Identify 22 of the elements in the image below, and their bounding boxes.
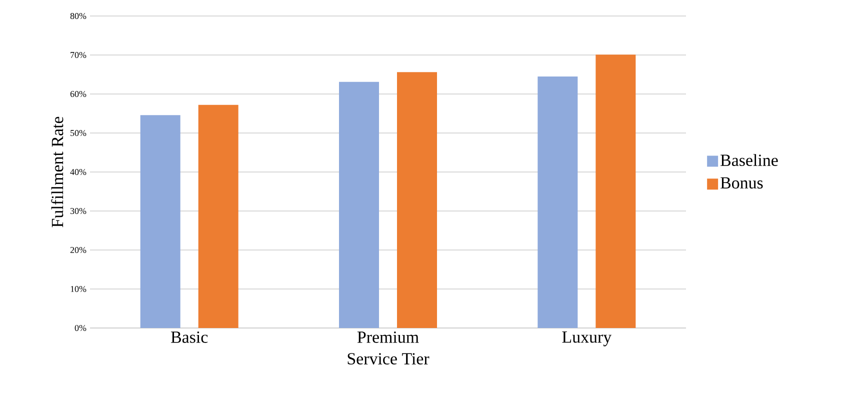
bar <box>140 115 180 328</box>
x-tick-label: Luxury <box>562 332 612 346</box>
y-tick-label: 40% <box>70 168 86 176</box>
bar <box>596 54 636 328</box>
bar <box>198 104 238 328</box>
y-axis-title: Fulfillment Rate <box>51 116 64 228</box>
legend-label: Bonus <box>720 177 763 189</box>
y-tick-label: 70% <box>70 52 86 58</box>
bar <box>538 76 578 328</box>
x-tick-label: Premium <box>357 332 419 343</box>
bar <box>339 82 380 328</box>
y-tick-label: 80% <box>70 12 86 20</box>
y-tick-label: 60% <box>70 90 86 98</box>
x-tick-label: Basic <box>171 332 208 343</box>
bar <box>397 72 438 328</box>
y-tick-label: 10% <box>70 286 86 292</box>
x-axis-title: Service Tier <box>348 353 430 364</box>
y-tick-label: 50% <box>70 130 86 136</box>
y-tick-label: 30% <box>70 208 86 214</box>
y-tick-label: 20% <box>70 246 86 254</box>
legend-label: Baseline <box>720 154 778 166</box>
y-tick-label: 0% <box>74 324 86 332</box>
